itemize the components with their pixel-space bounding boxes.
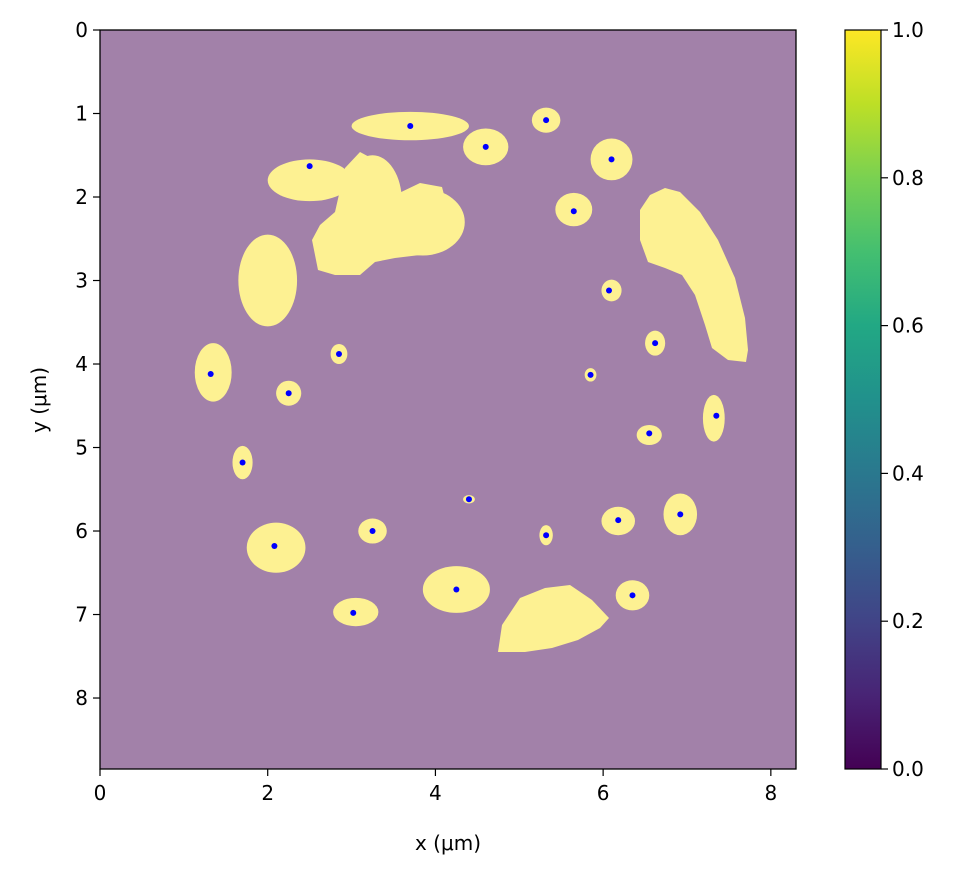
segmented-region <box>238 234 298 327</box>
centroid-marker <box>677 511 684 518</box>
x-tick-label: 2 <box>261 781 274 805</box>
centroid-marker <box>207 371 214 378</box>
centroid-marker <box>350 609 357 616</box>
x-tick-label: 6 <box>597 781 610 805</box>
centroid-marker <box>482 143 489 150</box>
x-tick-label: 0 <box>94 781 107 805</box>
centroid-marker <box>453 586 460 593</box>
centroid-marker <box>465 496 472 503</box>
centroid-marker <box>652 340 659 347</box>
y-tick-label: 7 <box>75 603 88 627</box>
y-tick-label: 8 <box>75 686 88 710</box>
colorbar-tick-label: 0.8 <box>892 166 924 190</box>
colorbar-ticks: 0.0 0.2 0.4 0.6 0.8 1.0 <box>881 18 924 781</box>
y-tick-label: 3 <box>75 269 88 293</box>
y-axis-label: y (μm) <box>27 367 51 433</box>
y-tick-label: 0 <box>75 18 88 42</box>
arc-region-right <box>640 188 748 362</box>
arc-region-bottom <box>498 585 609 652</box>
segmented-region <box>194 343 232 402</box>
y-tick-label: 2 <box>75 185 88 209</box>
regions-layer <box>194 107 725 627</box>
plot-frame <box>99 29 797 770</box>
x-tick-label: 4 <box>429 781 442 805</box>
segmented-region <box>267 159 352 202</box>
centroid-marker <box>407 123 414 130</box>
colorbar-tick-label: 0.2 <box>892 609 924 633</box>
colorbar: 0.0 0.2 0.4 0.6 0.8 1.0 <box>844 18 924 781</box>
centroid-marker <box>335 350 342 357</box>
centroid-marker <box>543 117 550 124</box>
segmented-region <box>702 394 725 442</box>
x-axis-label: x (μm) <box>415 831 481 855</box>
y-tick-label: 1 <box>75 102 88 126</box>
centroid-marker <box>587 371 594 378</box>
x-axis: 0 2 4 6 8 <box>94 769 777 805</box>
centroid-marker <box>570 208 577 215</box>
centroid-marker <box>615 517 622 524</box>
centroid-marker <box>629 592 636 599</box>
y-tick-label: 4 <box>75 352 88 376</box>
colorbar-tick-label: 0.6 <box>892 314 924 338</box>
centroid-marker <box>608 156 615 163</box>
centroid-marker <box>646 430 653 437</box>
x-tick-label: 8 <box>764 781 777 805</box>
centroids-layer <box>207 117 720 616</box>
y-tick-label: 5 <box>75 436 88 460</box>
centroid-marker <box>713 412 720 419</box>
plot-area <box>99 29 797 770</box>
colorbar-tick-label: 0.0 <box>892 757 924 781</box>
centroid-marker <box>285 390 292 397</box>
segmented-region <box>380 188 465 256</box>
centroid-marker <box>239 459 246 466</box>
centroid-marker <box>369 528 376 535</box>
centroid-marker <box>606 287 613 294</box>
y-axis: 0 1 2 3 4 5 6 7 8 <box>75 18 100 710</box>
colorbar-tick-label: 1.0 <box>892 18 924 42</box>
colorbar-tick-label: 0.4 <box>892 461 924 485</box>
heatmap-background <box>100 30 796 769</box>
centroid-marker <box>543 532 550 539</box>
centroid-marker <box>271 543 278 550</box>
colorbar-gradient <box>844 29 882 770</box>
centroid-marker <box>306 163 313 170</box>
y-tick-label: 6 <box>75 519 88 543</box>
